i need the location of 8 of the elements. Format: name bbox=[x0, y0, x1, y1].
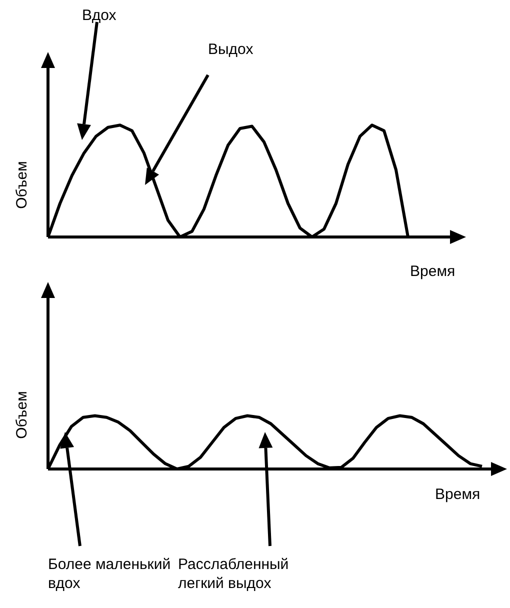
text: Выдох bbox=[208, 40, 254, 59]
text: Расслабленный легкий выдох bbox=[178, 555, 290, 593]
x-axis-title: Время bbox=[435, 486, 480, 503]
x-axis-title: Время bbox=[410, 263, 456, 280]
y-axis-title: Объем bbox=[14, 161, 30, 209]
text: Вдох bbox=[82, 6, 118, 25]
text: Более маленький вдох bbox=[48, 556, 171, 592]
y-axis-title: Объем bbox=[14, 391, 30, 439]
